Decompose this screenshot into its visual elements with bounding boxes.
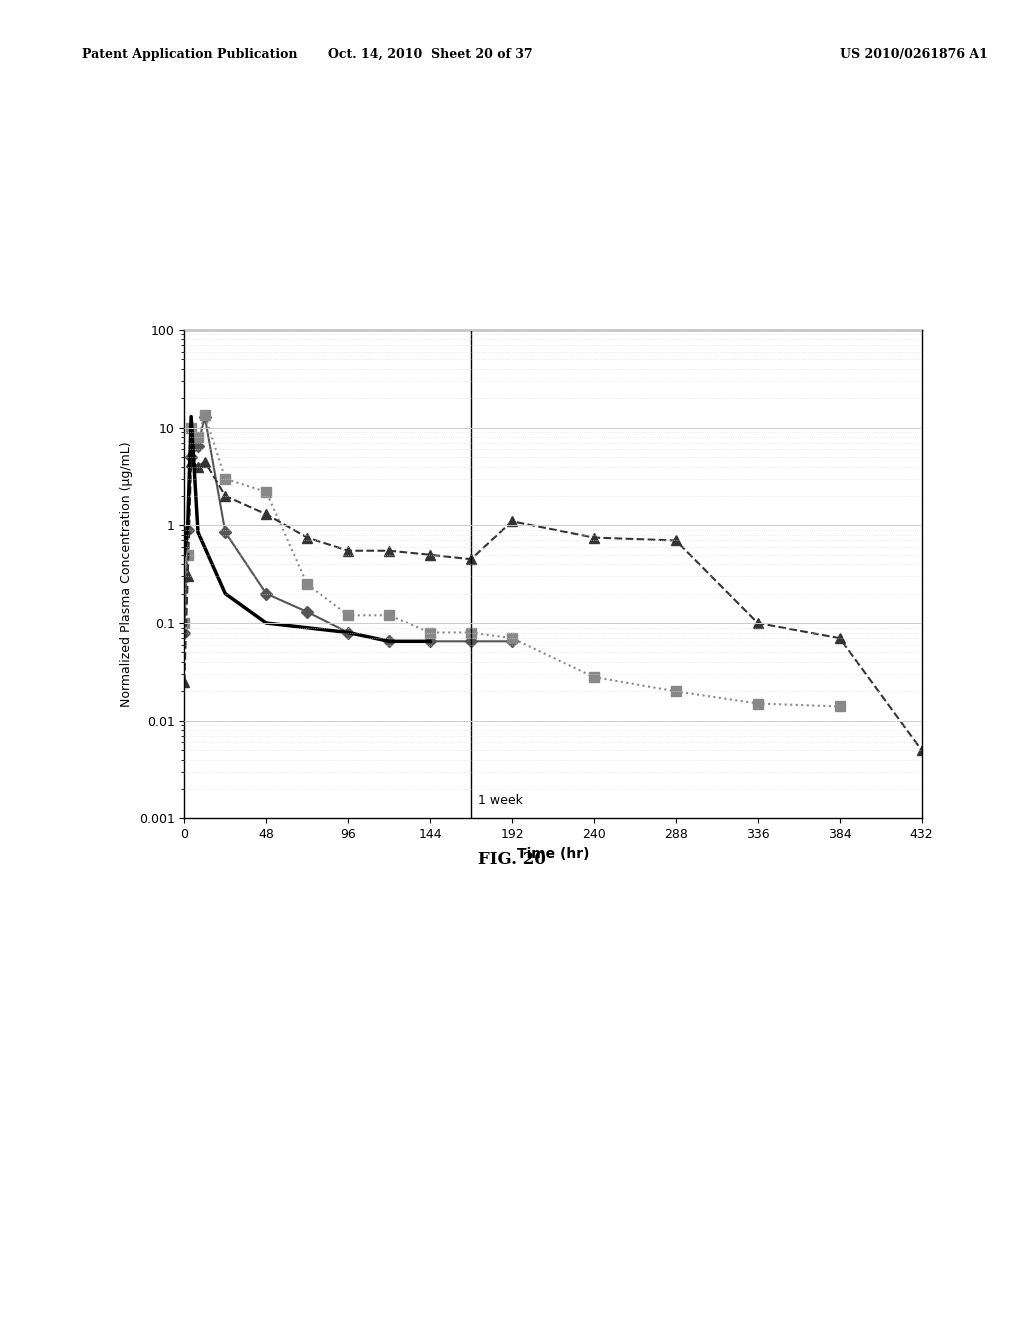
Text: FIG. 20: FIG. 20 (478, 851, 546, 869)
Text: 1 week: 1 week (478, 795, 522, 808)
Text: Patent Application Publication: Patent Application Publication (82, 48, 297, 61)
Text: US 2010/0261876 A1: US 2010/0261876 A1 (840, 48, 987, 61)
Text: Oct. 14, 2010  Sheet 20 of 37: Oct. 14, 2010 Sheet 20 of 37 (328, 48, 532, 61)
Y-axis label: Normalized Plasma Concentration (µg/mL): Normalized Plasma Concentration (µg/mL) (120, 441, 133, 708)
X-axis label: Time (hr): Time (hr) (517, 846, 589, 861)
